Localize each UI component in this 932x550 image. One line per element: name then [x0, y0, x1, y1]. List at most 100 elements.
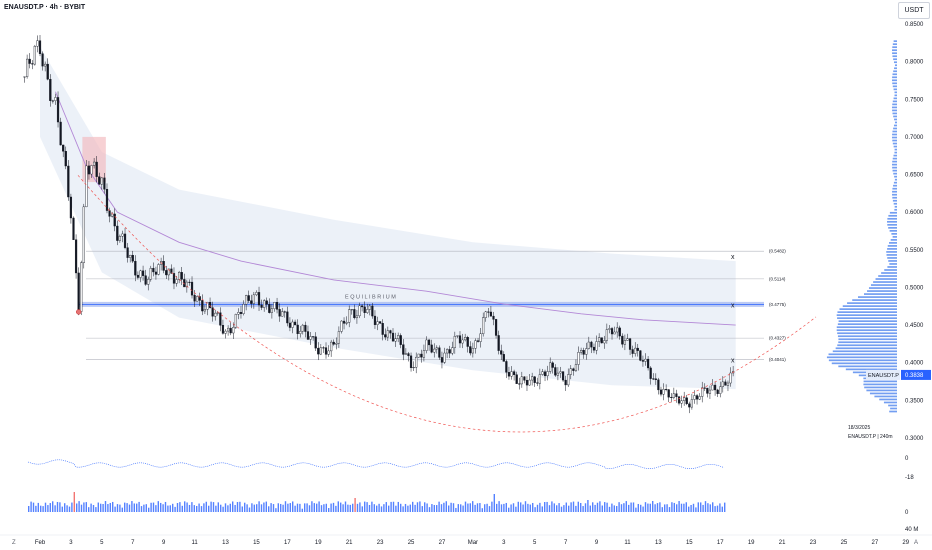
candle-body [170, 268, 173, 274]
time-tick-label: 11 [191, 540, 198, 546]
candle-body [507, 372, 511, 377]
candle-body [273, 302, 276, 309]
candle-body [144, 275, 147, 285]
volume-bar [716, 505, 719, 512]
candle-body [412, 367, 415, 369]
volume-bar [486, 503, 488, 512]
candle-body [105, 189, 109, 211]
candle-body [394, 338, 397, 342]
volume-bar [570, 502, 572, 512]
price-tick-label: 0.8500 [905, 22, 924, 28]
volume-bar [35, 505, 37, 512]
currency-button[interactable]: USDT [898, 2, 930, 19]
candle-body [541, 371, 544, 375]
candle-body [80, 262, 83, 312]
low-marker-dot [76, 309, 82, 315]
rounded-bottom-path [77, 175, 817, 433]
volume-bar [476, 503, 479, 512]
profile-bar [894, 91, 897, 94]
candle-body [314, 336, 317, 349]
time-tick-label: 19 [315, 540, 322, 546]
volume-bar [59, 502, 61, 512]
candle-body [260, 304, 263, 308]
volume-profile [826, 40, 897, 413]
volume-bar [56, 501, 59, 512]
candle-body [443, 352, 446, 363]
volume-bar [450, 502, 452, 512]
volume-bar [44, 502, 47, 512]
volume-bar [596, 502, 599, 512]
volume-bar [323, 504, 325, 512]
candle-body [108, 210, 111, 217]
profile-bar [889, 230, 897, 232]
candle-body [190, 281, 194, 296]
volume-bar [474, 504, 476, 512]
candle-body [652, 378, 655, 380]
candle-body [399, 335, 402, 345]
profile-bar [838, 338, 897, 341]
profile-bar [893, 70, 897, 73]
volume-bar [419, 501, 421, 512]
candle-body [296, 324, 299, 334]
candle-body [546, 371, 549, 377]
volume-bar [28, 506, 30, 512]
fib-levels: (0.5482) x (0.5114) E Q U I L I B R I U M (0… [78, 249, 786, 365]
volume-bar [390, 501, 392, 512]
level-x-marker: x [731, 254, 735, 261]
volume-bar [272, 504, 275, 512]
volume-bar [577, 501, 579, 512]
candle-body [430, 344, 433, 353]
candle-body [592, 346, 596, 351]
candle-body [685, 397, 688, 405]
volume-bar [112, 501, 114, 512]
candle-body [319, 347, 322, 355]
volume-bar [320, 505, 323, 512]
volume-bar [452, 503, 455, 512]
volume-bar [188, 504, 191, 512]
profile-bar [893, 40, 897, 43]
volume-tick: 40 M [905, 527, 918, 533]
candle-body [353, 309, 356, 319]
candle-body [67, 165, 70, 198]
candle-body [322, 347, 325, 349]
profile-bar [852, 299, 897, 301]
candle-body [46, 63, 49, 80]
time-tick-label: 3 [69, 540, 73, 546]
volume-bar [594, 504, 596, 512]
volume-bar [644, 502, 647, 512]
volume-bar [517, 501, 519, 512]
volume-bar [313, 503, 315, 512]
candle-body [513, 371, 516, 375]
candle-body [214, 312, 217, 317]
volume-bar [186, 502, 188, 512]
volume-bar [620, 504, 623, 512]
volume-bar [193, 505, 195, 512]
candle-body [219, 312, 222, 326]
candle-body [77, 272, 80, 312]
volume-bar [697, 502, 699, 512]
candle-body [721, 381, 724, 388]
candle-body [654, 378, 657, 380]
volume-bar [455, 507, 457, 512]
volume-bar [239, 501, 241, 512]
candle-body [291, 321, 294, 328]
profile-bar [837, 344, 897, 347]
profile-bar [838, 341, 897, 344]
candle-body [634, 347, 637, 354]
volume-bar [671, 502, 673, 512]
profile-bar [879, 398, 897, 401]
candle-body [250, 300, 253, 304]
price-badge-label: 0.3838 [905, 373, 924, 379]
volume-bar [428, 507, 431, 512]
candle-body [376, 321, 379, 325]
volume-bar [83, 502, 85, 512]
profile-bar [892, 130, 897, 133]
volume-bar [409, 504, 411, 512]
candle-body [729, 372, 732, 384]
volume-bar [512, 503, 515, 512]
candle-body [224, 330, 227, 334]
volume-bar [148, 507, 150, 512]
volume-bar [124, 502, 126, 512]
profile-bar [892, 73, 897, 76]
